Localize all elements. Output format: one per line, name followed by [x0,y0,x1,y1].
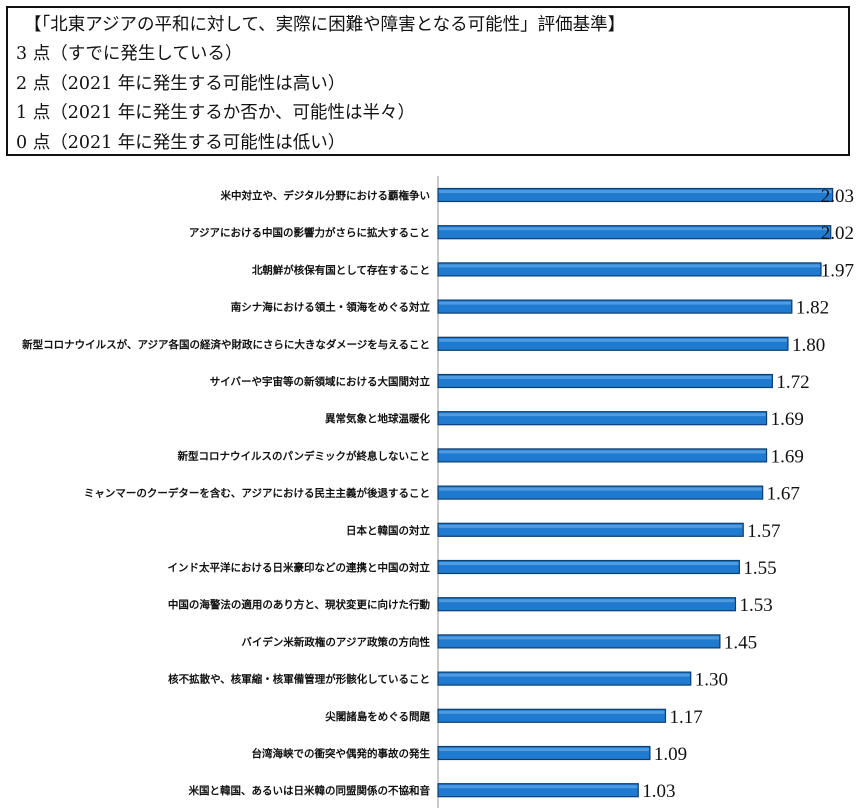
bar-highlight [439,562,739,565]
criteria-1-point: 1 点（2021 年に発生するか否か、可能性は半々） [16,103,415,123]
bar-highlight [439,710,665,714]
category-label: 新型コロナウイルスのパンデミックが終息しないこと [177,449,430,462]
bar-highlight [439,785,638,789]
category-label: 中国の海警法の適用のあり方と、現状変更に向けた行動 [168,598,431,611]
category-label: サイバーや宇宙等の新領域における大国間対立 [210,375,431,388]
category-label: バイデン米新政権のアジア政策の方向性 [241,635,430,648]
bar-highlight [439,338,787,342]
value-label: 1.30 [695,670,728,691]
value-label: 1.69 [771,446,804,467]
bar-highlight [439,673,690,677]
criteria-2-points: 2 点（2021 年に発生する可能性は高い） [16,73,346,94]
value-label: 2.02 [821,223,854,244]
category-label: 南シナ海における領土・領海をめぐる対立 [231,301,431,314]
category-label: 異常気象と地球温暖化 [325,412,430,425]
bar-highlight [439,599,735,603]
value-label: 1.97 [821,260,854,281]
category-label: 尖閣諸島をめぐる問題 [325,710,430,723]
category-label: ミャンマーのクーデターを含む、アジアにおける民主主義が後退すること [84,487,430,500]
bar-highlight [439,301,791,305]
bar-highlight [439,413,766,417]
bar-highlight [439,524,743,528]
criteria-0-points: 0 点（2021 年に発生する可能性は低い） [16,132,346,153]
bar-chart: 米中対立や、デジタル分野における覇権争い 2.03 アジアにおける中国の影響力がさら… [22,176,854,808]
value-label: 1.45 [724,632,757,653]
value-label: 1.69 [771,409,804,430]
value-label: 2.03 [821,186,854,207]
value-label: 1.09 [654,744,687,765]
evaluation-criteria-title: 【「北東アジアの平和に対して、実際に困難や障害となる可能性」評価基準】 [24,15,626,35]
value-label: 1.72 [776,372,809,393]
evaluation-criteria-box: 【「北東アジアの平和に対して、実際に困難や障害となる可能性」評価基準】 3 点（… [6,6,850,156]
category-label: 米国と韓国、あるいは日米韓の同盟関係の不協和音 [188,784,431,797]
bar-highlight [439,376,772,379]
bar-highlight [439,450,766,454]
value-label: 1.17 [669,707,702,728]
category-label: 北朝鮮が核保有国として存在すること [252,263,430,276]
value-label: 1.55 [743,558,776,579]
category-label: 核不拡散や、核軍縮・核軍備管理が形骸化していること [168,673,430,686]
value-label: 1.53 [739,595,772,616]
category-label: 米中対立や、デジタル分野における覇権争い [220,189,430,202]
bar-highlight [439,264,821,268]
value-label: 1.80 [792,335,825,356]
value-label: 1.03 [642,781,675,802]
value-label: 1.57 [747,521,780,542]
category-label: 新型コロナウイルスが、アジア各国の経済や財政にさらに大きなダメージを与えること [22,338,430,351]
value-label: 1.67 [767,484,800,505]
value-label: 1.82 [796,298,829,319]
bar-highlight [439,190,832,193]
bar-highlight [439,227,830,231]
bar-highlight [439,748,649,751]
criteria-3-points: 3 点（すでに発生している） [16,44,243,64]
bar-highlight [439,636,719,640]
category-label: 日本と韓国の対立 [346,524,430,537]
category-label: インド太平洋における日米豪印などの連携と中国の対立 [168,561,431,574]
bar-highlight [439,487,762,491]
category-label: 台湾海峡での衝突や偶発的事故の発生 [252,747,431,760]
category-label: アジアにおける中国の影響力がさらに拡大すること [189,226,430,239]
